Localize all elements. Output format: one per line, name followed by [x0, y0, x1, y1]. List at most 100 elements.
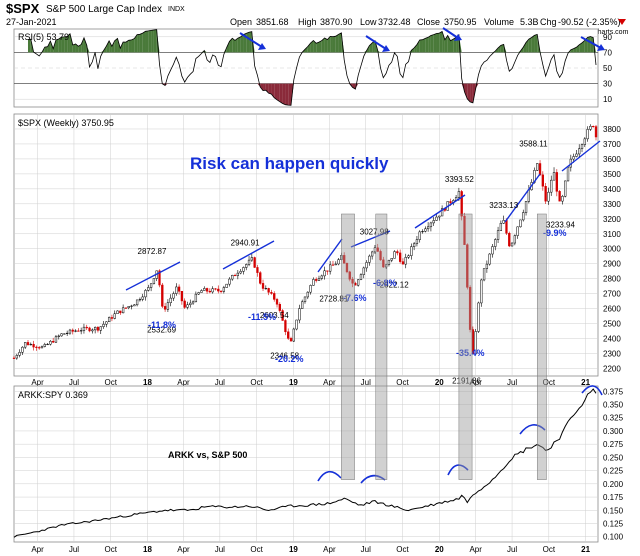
- rsi-overbought-fill: [335, 34, 339, 53]
- candle-body: [127, 306, 130, 309]
- candle-body: [245, 264, 248, 268]
- candle-body: [544, 185, 547, 202]
- trend-line-2020a: [414, 194, 466, 229]
- candle-body: [68, 329, 72, 334]
- rsi-overbought-fill: [372, 40, 375, 53]
- shaded-decline-period: [536, 213, 547, 480]
- candle-body: [99, 326, 102, 331]
- rsi-overbought-fill: [338, 32, 342, 53]
- rsi-oversold-fill: [263, 83, 266, 91]
- ratio-date-label: Jul: [215, 545, 225, 554]
- trend-line-2020b: [504, 173, 541, 223]
- ratio-arc-2020a: [447, 464, 469, 476]
- trend-line-2020c: [561, 140, 601, 172]
- candle-body: [379, 251, 382, 261]
- candle-body: [345, 262, 349, 273]
- candle-body: [119, 310, 122, 314]
- candle-body: [222, 287, 226, 292]
- candle-body: [211, 288, 214, 293]
- price-gridlines: [14, 114, 598, 376]
- candle-body: [463, 215, 466, 245]
- price-point-label: 2532.69: [147, 326, 176, 335]
- ratio-axis-ticks: 0.100 0.125 0.150 0.175 0.200 0.225 0.250 0.275…: [603, 387, 624, 541]
- candle-body: [552, 172, 556, 181]
- candle-body: [485, 263, 489, 269]
- candle-body: [502, 220, 505, 224]
- price-tick-label: 2700: [603, 290, 621, 299]
- price-tick-label: 2200: [603, 365, 621, 374]
- rsi-overbought-fill: [377, 50, 381, 53]
- candle-body: [40, 346, 44, 349]
- candle-body: [368, 255, 371, 263]
- candle-body: [217, 288, 220, 292]
- price-date-label: Apr: [31, 378, 44, 387]
- rsi-overbought-fill: [442, 31, 445, 53]
- candle-body: [107, 317, 111, 323]
- ratio-highlight-arcs: [317, 385, 603, 484]
- price-point-label: 2728.81: [319, 294, 348, 303]
- rsi-panel: 10 30 50 70 90 RSI(5) 53.79: [13, 27, 612, 108]
- shaded-decline-period: [375, 213, 388, 480]
- rsi-oversold-fill: [268, 83, 272, 95]
- candle-body: [270, 292, 273, 294]
- candle-body: [522, 212, 525, 221]
- price-date-axis: Apr Jul Oct 18 Apr Jul Oct 19 Apr Jul Oct 20 Apr Jul O…: [31, 378, 590, 387]
- rsi-overbought-fill: [55, 39, 59, 53]
- ratio-line: [13, 388, 597, 538]
- candle-body: [163, 306, 167, 310]
- rsi-overbought-fill: [142, 31, 146, 53]
- ratio-tick-label: 0.375: [603, 387, 624, 396]
- ratio-tick-label: 0.200: [603, 480, 624, 489]
- price-date-label: Oct: [105, 378, 118, 387]
- trend-lines: [125, 140, 601, 291]
- change-value: -90.52 (-2.35%): [558, 17, 621, 27]
- rsi-overbought-fill: [111, 40, 115, 53]
- rsi-overbought-fill: [579, 42, 583, 53]
- candle-body: [261, 283, 265, 289]
- candle-body: [12, 357, 16, 359]
- ohlc-readout: Open 3851.68 High 3870.90 Low 3732.48 Cl…: [230, 17, 621, 27]
- candle-body: [541, 174, 544, 187]
- rsi-overbought-fill: [123, 42, 126, 53]
- high-label: High: [298, 17, 317, 27]
- candle-body: [334, 263, 337, 266]
- arrow-head-icon: [382, 45, 390, 52]
- change-down-icon: [618, 19, 626, 25]
- rsi-overbought-fill: [528, 37, 532, 53]
- candle-body: [200, 290, 203, 293]
- candle-body: [46, 343, 49, 346]
- ratio-tick-label: 0.300: [603, 427, 624, 436]
- rsi-overbought-fill: [229, 38, 233, 53]
- candle-body: [144, 290, 147, 298]
- price-date-label: Oct: [396, 378, 409, 387]
- candle-body: [480, 279, 483, 304]
- price-tick-label: 3200: [603, 215, 621, 224]
- price-point-label: 2603.54: [260, 311, 289, 320]
- candle-body: [594, 126, 598, 138]
- candle-body: [580, 144, 584, 149]
- price-date-label: Jul: [361, 378, 371, 387]
- rsi-overbought-fill: [81, 37, 84, 53]
- ratio-annotation: ARKK vs, S&P 500: [168, 450, 247, 460]
- candle-body: [57, 335, 60, 337]
- ratio-date-label: 18: [143, 545, 152, 554]
- candle-body: [135, 299, 139, 306]
- candle-body: [396, 251, 399, 254]
- candle-body: [256, 267, 259, 273]
- arrow-head-icon: [597, 44, 605, 51]
- ratio-arc-2021: [581, 385, 603, 396]
- candle-body: [203, 288, 206, 291]
- candle-body: [407, 255, 410, 258]
- ratio-date-label: 19: [289, 545, 298, 554]
- price-tick-label: 3500: [603, 170, 621, 179]
- rsi-overbought-fill: [83, 37, 87, 53]
- rsi-overbought-fill: [67, 33, 70, 53]
- candle-body: [18, 352, 21, 356]
- rsi-overbought-fill: [148, 30, 152, 53]
- candle-body: [133, 304, 136, 307]
- candle-body: [426, 226, 430, 230]
- candle-body: [561, 196, 564, 202]
- rsi-oversold-fill: [271, 83, 275, 98]
- candle-body: [189, 302, 192, 306]
- candle-body: [575, 153, 578, 157]
